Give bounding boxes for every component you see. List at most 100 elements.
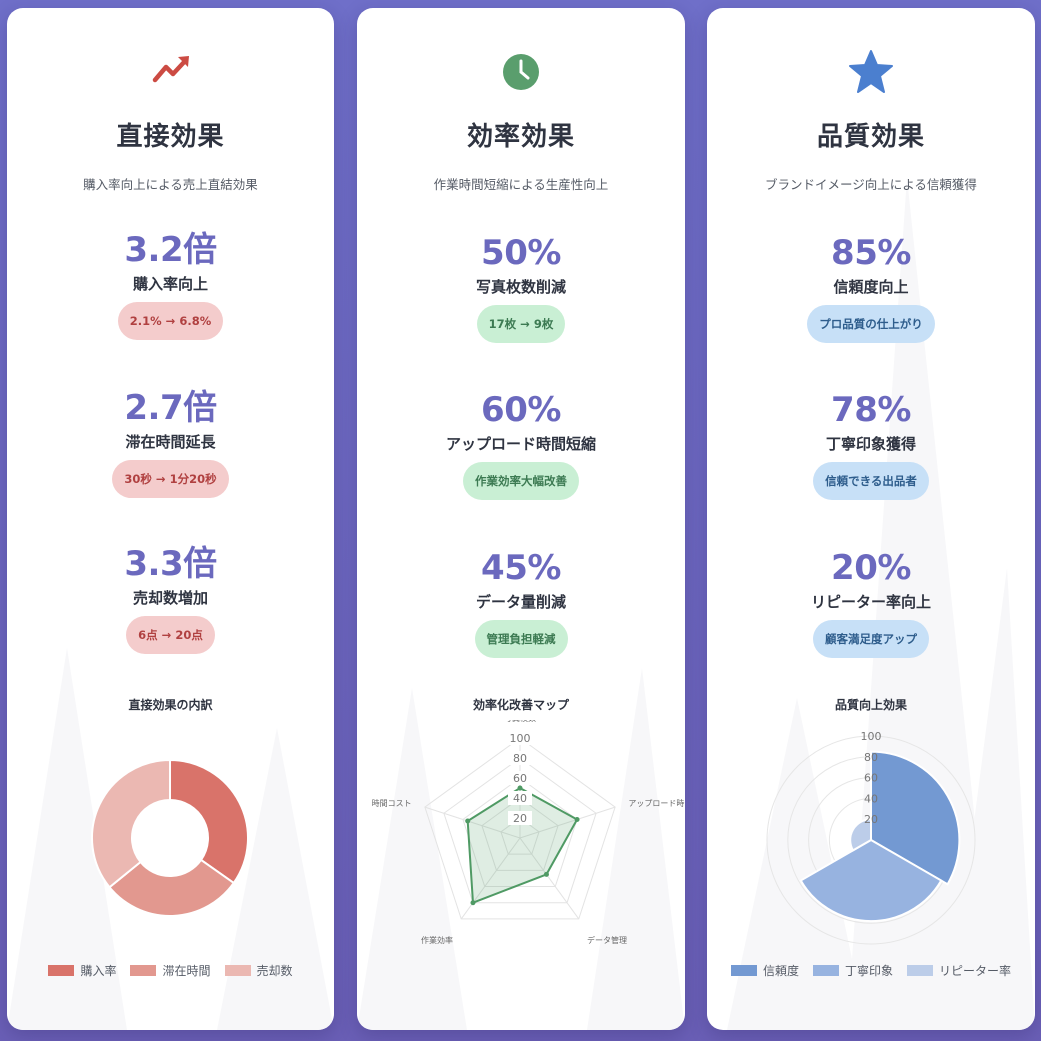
radar-grid-ring <box>462 777 578 888</box>
legend-swatch <box>130 965 157 976</box>
metric-value: 45% <box>481 548 561 588</box>
chart-legend: 購入率 滞在時間 売却数 <box>7 962 334 979</box>
metric-photo-reduction: 50% 写真枚数削減 17枚 → 9枚 <box>357 233 685 343</box>
metric-badge: 17枚 → 9枚 <box>476 305 566 343</box>
radar-series-area <box>466 786 579 905</box>
radar-chart: 20 40 60 80 100 写真枚数アップロード時間データ管理 作業効率 時間コスト <box>372 720 685 945</box>
direct-effect-card: 直接効果 購入率向上による売上直結効果 3.2倍 購入率向上 2.1% → 6.… <box>7 8 334 1030</box>
metric-stay-time: 2.7倍 滞在時間延長 30秒 → 1分20秒 <box>7 388 334 498</box>
radar-tick-label: 40 <box>513 792 527 805</box>
quality-effect-card: 品質効果 ブランドイメージ向上による信頼獲得 85% 信頼度向上 プロ品質の仕上… <box>707 8 1035 1030</box>
legend-label: 購入率 <box>80 964 117 978</box>
polar-tick-label: 60 <box>864 772 878 785</box>
radar-category-label: 写真枚数 <box>504 720 536 723</box>
tick-label-bg <box>508 811 532 825</box>
radar-point <box>574 816 580 822</box>
card-title: 効率効果 <box>466 122 575 152</box>
chart-legend: 信頼度 丁寧印象 リピーター率 <box>707 962 1035 979</box>
radar-tick-label: 80 <box>513 752 527 765</box>
radar-grid-ring <box>500 817 540 855</box>
radar-point <box>470 900 476 906</box>
metric-badge: 管理負担軽減 <box>474 620 568 658</box>
radar-category-label: データ管理 <box>587 935 627 945</box>
metric-label: 写真枚数削減 <box>475 278 566 296</box>
metric-badge: 顧客満足度アップ <box>813 620 929 658</box>
card-subtitle: 購入率向上による売上直結効果 <box>83 177 258 192</box>
metric-value: 3.2倍 <box>124 230 217 270</box>
metric-badge: 信頼できる出品者 <box>813 462 929 500</box>
card-subtitle: 作業時間短縮による生産性向上 <box>433 177 609 192</box>
metric-label: アップロード時間短縮 <box>445 435 596 453</box>
legend-swatch <box>812 965 839 976</box>
doughnut-chart <box>91 758 249 917</box>
doughnut-slice <box>108 858 236 917</box>
legend-swatch <box>907 965 933 976</box>
polar-segment <box>849 818 872 852</box>
metric-badge: 6点 → 20点 <box>126 616 215 654</box>
polar-grid-ring <box>766 735 976 945</box>
radar-point <box>517 785 523 791</box>
metric-label: データ量削減 <box>475 593 566 611</box>
polar-segment <box>870 750 961 886</box>
metric-value: 78% <box>831 390 911 430</box>
metric-value: 20% <box>831 548 911 588</box>
clock-icon <box>357 48 685 98</box>
radar-point <box>465 818 471 824</box>
efficiency-effect-card: 効率効果 作業時間短縮による生産性向上 50% 写真枚数削減 17枚 → 9枚 … <box>357 8 685 1030</box>
legend-label: 滞在時間 <box>162 964 211 978</box>
radar-axis-line <box>519 806 616 839</box>
legend-item[interactable]: 丁寧印象 <box>812 962 893 979</box>
legend-swatch <box>48 965 75 976</box>
metric-badge: 2.1% → 6.8% <box>117 302 224 340</box>
polar-segment <box>799 838 943 923</box>
radar-point <box>543 871 549 877</box>
legend-item[interactable]: 購入率 <box>48 962 116 979</box>
metric-value: 3.3倍 <box>124 544 217 584</box>
metric-label: 信頼度向上 <box>833 278 909 296</box>
tick-label-bg <box>508 771 532 785</box>
metric-purchase-rate: 3.2倍 購入率向上 2.1% → 6.8% <box>7 230 334 340</box>
polar-tick-label: 40 <box>864 792 878 805</box>
trending-up-icon <box>7 48 334 98</box>
tick-label-bg <box>508 751 532 765</box>
metric-repeat-rate: 20% リピーター率向上 顧客満足度アップ <box>707 548 1035 658</box>
tick-label-bg <box>508 791 532 805</box>
legend-label: 売却数 <box>256 964 293 978</box>
radar-tick-label: 20 <box>513 812 527 825</box>
tick-label-bg <box>508 731 532 745</box>
metric-sales-count: 3.3倍 売却数増加 6点 → 20点 <box>7 544 334 654</box>
legend-item[interactable]: 信頼度 <box>730 962 799 979</box>
legend-item[interactable]: 滞在時間 <box>130 962 211 979</box>
radar-grid-ring <box>424 737 616 920</box>
radar-grid-ring <box>481 797 559 871</box>
chart-title: 直接効果の内訳 <box>128 698 213 712</box>
metric-badge: 作業効率大幅改善 <box>463 462 579 500</box>
metric-label: 丁寧印象獲得 <box>825 435 916 453</box>
polar-tick-label: 100 <box>861 730 882 743</box>
legend-item[interactable]: リピーター率 <box>907 962 1011 979</box>
card-title: 品質効果 <box>816 122 925 152</box>
radar-axis-line <box>460 837 521 920</box>
polar-area-chart: 20 40 60 80 100 <box>766 730 976 945</box>
radar-category-label: アップロード時間 <box>628 799 685 808</box>
metric-upload-time: 60% アップロード時間短縮 作業効率大幅改善 <box>357 390 685 500</box>
doughnut-slice <box>91 758 171 889</box>
polar-tick-label: 20 <box>864 813 878 826</box>
metric-trust: 85% 信頼度向上 プロ品質の仕上がり <box>707 233 1035 343</box>
metric-data-reduction: 45% データ量削減 管理負担軽減 <box>357 548 685 658</box>
metric-value: 2.7倍 <box>124 388 217 428</box>
chart-title: 効率化改善マップ <box>472 698 569 712</box>
legend-item[interactable]: 売却数 <box>224 962 293 979</box>
metric-badge: 30秒 → 1分20秒 <box>112 460 229 498</box>
metric-care-impression: 78% 丁寧印象獲得 信頼できる出品者 <box>707 390 1035 500</box>
radar-axis-line <box>519 837 580 920</box>
legend-label: 信頼度 <box>762 964 799 978</box>
metric-value: 85% <box>831 233 911 273</box>
metric-label: 滞在時間延長 <box>125 433 216 451</box>
metric-label: リピーター率向上 <box>810 593 931 611</box>
card-title: 直接効果 <box>116 122 225 152</box>
polar-tick-label: 80 <box>864 751 878 764</box>
legend-label: リピーター率 <box>939 964 1012 978</box>
legend-label: 丁寧印象 <box>844 964 893 978</box>
legend-swatch <box>224 965 251 976</box>
